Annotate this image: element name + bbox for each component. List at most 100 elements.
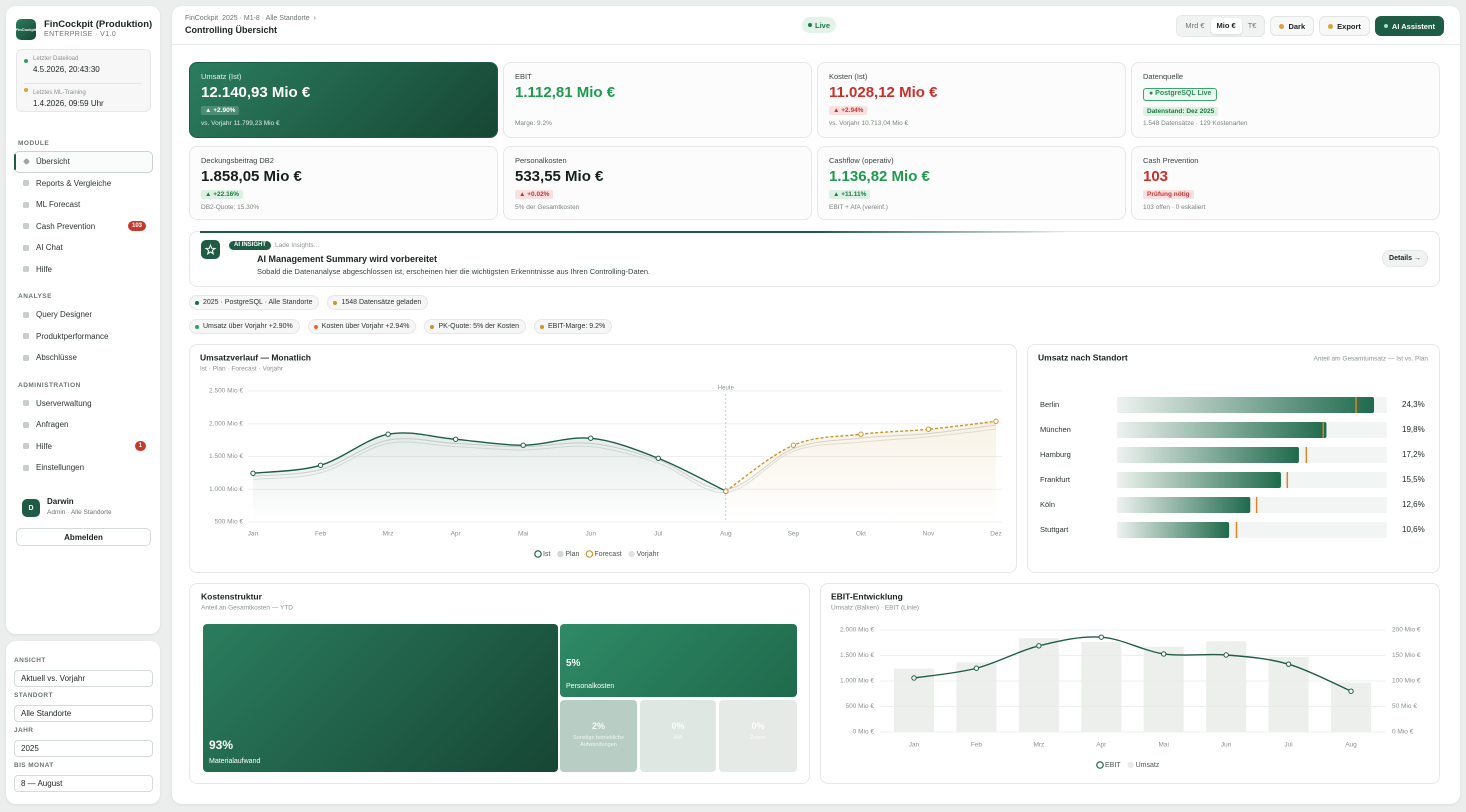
filter-select[interactable]: 2025 [14, 740, 153, 757]
chip: EBIT-Marge: 9.2% [534, 319, 613, 334]
treemap-name: Materialaufwand [209, 758, 261, 765]
kpi-note: EBIT + AfA (vereinf.) [829, 204, 888, 211]
kpi-note: DB2-Quote: 15.30% [201, 204, 260, 211]
nav-item[interactable]: Anfragen [14, 414, 153, 436]
ebit-chart-card [820, 583, 1440, 784]
filter-select[interactable]: Aktuell vs. Vorjahr [14, 670, 153, 687]
kpi-label: Umsatz (Ist) [201, 72, 242, 81]
nav-item[interactable]: Hilfe 1 [14, 436, 153, 458]
user-name: Darwin [47, 497, 74, 506]
status-box: Letzter Dateiload 4.5.2026, 20:43:30 Letzt… [16, 49, 151, 112]
nav-icon [23, 223, 29, 230]
breadcrumb: FinCockpit 2025 · M1-8 · Alle Standorte › [185, 15, 320, 22]
treemap-cell: 5% Personalkosten [560, 624, 797, 697]
nav-label: Übersicht [36, 157, 70, 167]
nav-section-title: MODULE [18, 140, 50, 147]
kpi-note: 5% der Gesamtkosten [515, 204, 580, 211]
kpi-note: Marge: 9.2% [515, 120, 552, 127]
chip-text: PK-Quote: 5% der Kosten [438, 323, 519, 330]
logout-button[interactable]: Abmelden [16, 528, 151, 546]
kpi-value: 103 [1143, 168, 1169, 185]
kpi-label: Personalkosten [515, 156, 567, 165]
nav-item[interactable]: Hilfe [14, 259, 153, 281]
nav-section-title: ADMINISTRATION [18, 381, 81, 389]
chip-row: 2025 · PostgreSQL · Alle Standorte 1548 D… [189, 295, 429, 310]
chip: 1548 Datensätze geladen [327, 295, 429, 310]
nav-item[interactable]: Abschlüsse [14, 347, 153, 369]
kpi-value: 11.028,12 Mio € [829, 84, 938, 101]
kpi-note: vs. Vorjahr 11.799,23 Mio € [201, 120, 280, 127]
treemap-value: 93% [209, 738, 234, 752]
filter-select[interactable]: 8 — August [14, 775, 153, 792]
logo: FinCockpit [16, 19, 36, 40]
kpi-card: Kosten (Ist) 11.028,12 Mio € ▲ +2.94% vs. V… [817, 62, 1126, 138]
kpi-card: Datenquelle ● PostgreSQL Live Datenstand: … [1131, 62, 1440, 138]
nav-item[interactable]: Einstellungen [14, 457, 153, 479]
chip-text: Umsatz über Vorjahr +2.90% [203, 323, 293, 330]
nav-item[interactable]: AI Chat [14, 237, 153, 259]
kpi-label: Cashflow (operativ) [829, 156, 894, 165]
star [204, 243, 217, 255]
filter-label: STANDORT [14, 692, 53, 699]
nav-item[interactable]: ML Forecast [14, 194, 153, 216]
nav-label: Hilfe [36, 264, 53, 274]
details-button[interactable]: Details → [1382, 250, 1428, 267]
kpi-badge: Datenstand: Dez 2025 [1143, 107, 1219, 116]
toolbar: Mrd € Mio € T€ Dark Export AI Assistent [1176, 15, 1444, 37]
chip: 2025 · PostgreSQL · Alle Standorte [189, 295, 320, 310]
status-dot [24, 88, 28, 92]
nav-icon [23, 333, 29, 340]
page-title: Controlling Übersicht [185, 25, 277, 35]
nav-item[interactable]: Reports & Vergleiche [14, 173, 153, 195]
live-status: Live [802, 17, 836, 33]
filter-select[interactable]: Alle Standorte [14, 705, 153, 722]
treemap-cell: 0% Zinsen [719, 700, 797, 772]
edition: ENTERPRISE · V1.0 [44, 31, 117, 38]
treemap-value: 0% [751, 721, 765, 731]
chip-dot [430, 324, 435, 329]
unit-option[interactable]: T€ [1247, 21, 1257, 30]
filter-label: BIS MONAT [14, 762, 54, 769]
header-button[interactable]: Export [1319, 16, 1370, 36]
kpi-note: vs. Vorjahr 10.713,04 Mio € [829, 120, 909, 127]
status-label: Letzter Dateiload [33, 56, 79, 62]
chip: Kosten über Vorjahr +2.94% [307, 319, 417, 334]
kpi-value: 1.112,81 Mio € [515, 84, 616, 101]
kpi-label: Datenquelle [1143, 72, 1184, 81]
nav-label: Abschlüsse [36, 353, 77, 363]
kpi-note: 1.548 Datensätze · 129 Kostenarten [1143, 120, 1248, 127]
header-button[interactable]: AI Assistent [1374, 16, 1444, 36]
treemap-value: 5% [566, 658, 581, 669]
treemap-name: Sonstige betriebliche Aufwendungen [572, 735, 625, 748]
chip-dot [540, 324, 544, 329]
nav-label: Userverwaltung [36, 398, 92, 408]
avatar: D [22, 499, 40, 517]
nav-item[interactable]: Übersicht [14, 151, 153, 173]
nav-section-title: ANALYSE [18, 293, 52, 300]
status-label: Letztes ML-Training [33, 90, 86, 96]
kpi-label: Cash Prevention [1143, 156, 1199, 165]
header-button[interactable]: Dark [1270, 16, 1315, 36]
unit-option[interactable]: Mrd € [1185, 21, 1205, 30]
status-dot [24, 59, 28, 63]
kpi-badge: ▲ +0.02% [515, 190, 554, 199]
revenue-chart-card [189, 344, 1017, 573]
breadcrumb-part: › [313, 15, 316, 22]
kpi-badge: ▲ +2.94% [829, 106, 868, 115]
nav-item[interactable]: Query Designer [14, 304, 153, 326]
chip-row: Umsatz über Vorjahr +2.90% Kosten über Vo… [189, 319, 613, 334]
filter-label: JAHR [14, 727, 34, 734]
kpi-card: Umsatz (Ist) 12.140,93 Mio € ▲ +2.90% vs. V… [189, 62, 498, 138]
kpi-badge: ▲ +11.11% [829, 190, 871, 199]
nav-item[interactable]: Cash Prevention 103 [14, 216, 153, 238]
status-value: 4.5.2026, 20:43:30 [33, 65, 100, 74]
nav-badge: 103 [127, 221, 146, 232]
nav-item[interactable]: Produktperformance [14, 326, 153, 348]
insight-icon [201, 240, 220, 259]
unit-option[interactable]: Mio € [1210, 18, 1242, 34]
user-role: Admin · Alle Standorte [47, 509, 112, 516]
nav-item[interactable]: Userverwaltung [14, 393, 153, 415]
treemap-cell: 2% Sonstige betriebliche Aufwendungen [560, 700, 637, 772]
kpi-card: Deckungsbeitrag DB2 1.858,05 Mio € ▲ +22.1… [189, 146, 498, 220]
kpi-label: Kosten (Ist) [829, 72, 868, 81]
